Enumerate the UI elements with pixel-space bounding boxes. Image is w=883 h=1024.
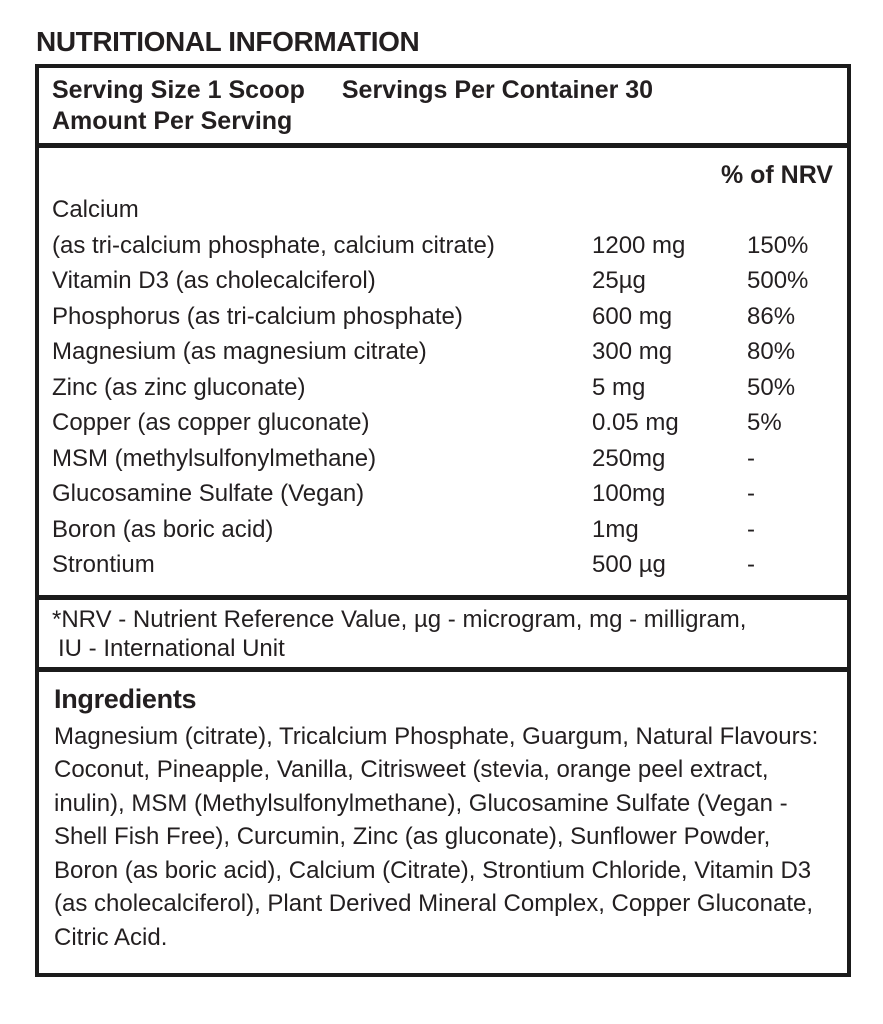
nutrient-amount: 25µg xyxy=(592,267,646,294)
nutrient-name: Phosphorus (as tri-calcium phosphate) xyxy=(52,302,463,330)
nutrient-name: Copper (as copper gluconate) xyxy=(52,409,370,436)
ingredients-text: Magnesium (citrate), Tricalcium Phosphat… xyxy=(54,722,819,951)
nutrient-amount: 300 mg xyxy=(592,338,673,365)
nutrient-nrv-percent: 500% xyxy=(747,267,809,294)
nutrient-amount: 1mg xyxy=(592,515,639,543)
nutrient-table: Calcium (as tri-calcium phosphate, calciu… xyxy=(52,192,833,583)
nutrient-amount: 100mg xyxy=(592,480,666,507)
serving-info-section: Serving Size 1 Scoop Servings Per Contai… xyxy=(39,68,847,148)
nutrient-nrv-percent: 150% xyxy=(747,231,809,259)
nrv-footnote-section: *NRV - Nutrient Reference Value, µg - mi… xyxy=(39,600,847,672)
nutrient-nrv-percent: - xyxy=(747,551,755,578)
nutrient-name: MSM (methylsulfonylmethane) xyxy=(52,444,377,472)
nutrient-amount: 0.05 mg xyxy=(592,409,679,436)
nutrient-row: Strontium 500 µg - xyxy=(52,547,833,583)
nutrient-name: Calcium xyxy=(52,196,139,223)
nutrient-amount: 250mg xyxy=(592,444,666,472)
nutrient-row: Phosphorus (as tri-calcium phosphate) 600… xyxy=(52,299,833,335)
nutrient-amount: 500 µg xyxy=(592,551,666,578)
amount-per-serving-label: Amount Per Serving xyxy=(52,107,293,135)
nutrient-name-line: Calcium xyxy=(52,192,833,228)
nutrient-row: MSM (methylsulfonylmethane) 250mg - xyxy=(52,441,833,477)
ingredients-section: Ingredients Magnesium (citrate), Tricalc… xyxy=(39,672,847,974)
nutrient-row: Glucosamine Sulfate (Vegan) 100mg - xyxy=(52,476,833,512)
nutrient-nrv-percent: - xyxy=(747,480,755,507)
nrv-footnote-line1: *NRV - Nutrient Reference Value, µg - mi… xyxy=(52,605,747,633)
nutrient-row: Zinc (as zinc gluconate) 5 mg 50% xyxy=(52,370,833,406)
nrv-column-header: % of NRV xyxy=(720,161,833,189)
nutrient-amount: 600 mg xyxy=(592,302,673,330)
serving-size-label: Serving Size 1 Scoop xyxy=(52,76,305,104)
nutrient-name: Vitamin D3 (as cholecalciferol) xyxy=(52,267,376,294)
nutrient-nrv-percent: - xyxy=(747,515,755,543)
nutrient-row: Copper (as copper gluconate) 0.05 mg 5% xyxy=(52,405,833,441)
servings-per-container-label: Servings Per Container 30 xyxy=(341,76,654,104)
nutrient-name: Boron (as boric acid) xyxy=(52,515,274,543)
nutrient-row: Boron (as boric acid) 1mg - xyxy=(52,512,833,548)
nutrient-name: Strontium xyxy=(52,551,155,578)
page-title: NUTRITIONAL INFORMATION xyxy=(36,26,420,57)
nutrient-nrv-percent: 5% xyxy=(747,409,782,436)
nutrient-table-section: % of NRV Calcium (as tri-calcium phosphat… xyxy=(39,148,847,600)
nutrient-amount: 1200 mg xyxy=(592,231,686,259)
nutrient-nrv-percent: 50% xyxy=(747,373,796,401)
nutrient-row: Magnesium (as magnesium citrate) 300 mg 80… xyxy=(52,334,833,370)
nrv-footnote-line2: IU - International Unit xyxy=(58,634,285,662)
nutrient-name: Zinc (as zinc gluconate) xyxy=(52,373,306,401)
nutrient-nrv-percent: 86% xyxy=(747,302,796,330)
nutrient-nrv-percent: - xyxy=(747,444,755,472)
nutrient-amount: 5 mg xyxy=(592,373,646,401)
nutrient-name: Glucosamine Sulfate (Vegan) xyxy=(52,480,365,507)
nrv-header-row: % of NRV xyxy=(52,158,833,192)
nutrient-row: Vitamin D3 (as cholecalciferol) 25µg 500% xyxy=(52,263,833,299)
ingredients-heading: Ingredients xyxy=(54,683,197,714)
serving-line: Serving Size 1 Scoop Servings Per Contai… xyxy=(52,75,833,106)
nutrient-name: Magnesium (as magnesium citrate) xyxy=(52,338,427,365)
nutrition-panel: Serving Size 1 Scoop Servings Per Contai… xyxy=(35,64,851,977)
nutrient-nrv-percent: 80% xyxy=(747,338,796,365)
nutrient-name: (as tri-calcium phosphate, calcium citra… xyxy=(52,231,495,259)
nutrient-row: (as tri-calcium phosphate, calcium citra… xyxy=(52,228,833,264)
